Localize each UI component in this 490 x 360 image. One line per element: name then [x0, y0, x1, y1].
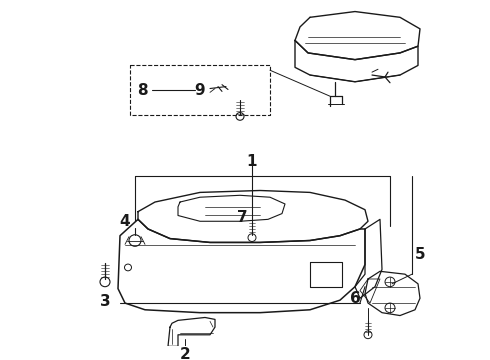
Text: 2: 2 [180, 347, 191, 360]
Text: 3: 3 [99, 294, 110, 309]
Text: 8: 8 [137, 83, 147, 98]
Text: 1: 1 [247, 154, 257, 169]
Text: 9: 9 [195, 83, 205, 98]
Text: 6: 6 [350, 291, 360, 306]
Text: 5: 5 [415, 247, 425, 262]
Text: 4: 4 [120, 214, 130, 229]
Text: 7: 7 [237, 210, 247, 225]
